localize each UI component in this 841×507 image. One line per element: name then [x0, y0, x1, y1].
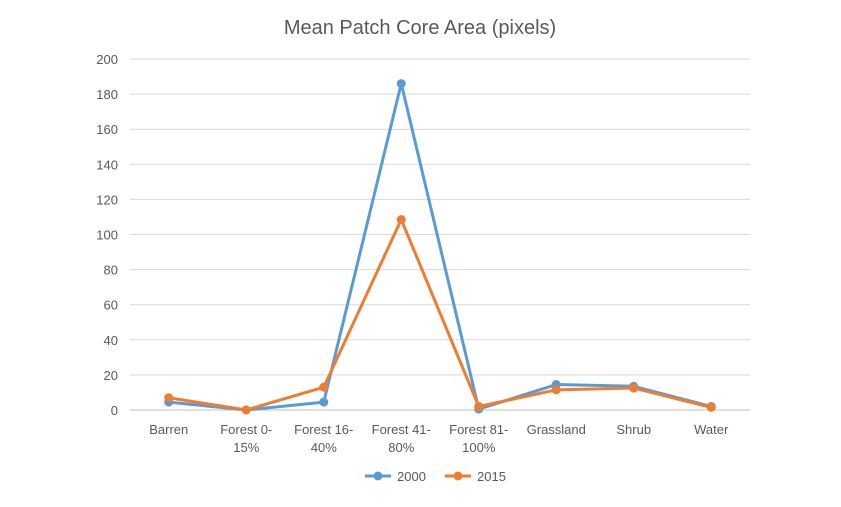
data-point [241, 405, 251, 415]
data-point [396, 79, 406, 89]
legend-item: 2015 [445, 469, 506, 484]
axes: 0 20 40 60 80 100 120 140 160 180 200 Barren Forest … [96, 52, 750, 455]
x-tick-label: Grassland [527, 422, 586, 437]
x-tick-label: Forest 41- 80% [372, 422, 431, 455]
data-point [474, 401, 484, 411]
series-line [167, 218, 713, 412]
x-tick-label: Forest 16- 40% [294, 422, 353, 455]
series-lines [164, 79, 716, 415]
data-point [396, 215, 406, 225]
legend-item: 2000 [365, 469, 426, 484]
y-tick-label: 60 [104, 298, 118, 313]
x-tick-label-line: Grassland [527, 422, 586, 437]
data-point [319, 397, 329, 407]
y-tick-label: 140 [96, 157, 118, 172]
y-tick-label: 100 [96, 228, 118, 243]
x-tick-label-line: Shrub [616, 422, 651, 437]
x-tick-label-line: Forest 16- [294, 422, 353, 437]
legend-marker [373, 471, 383, 481]
x-tick-label: Forest 81- 100% [449, 422, 508, 455]
series-2015 [164, 215, 716, 415]
x-tick-label-line: Forest 0- [220, 422, 272, 437]
y-tick-label: 200 [96, 52, 118, 67]
x-tick-label-line: Water [694, 422, 729, 437]
x-tick-label-line: 80% [388, 440, 414, 455]
y-tick-label: 180 [96, 87, 118, 102]
y-tick-label: 160 [96, 122, 118, 137]
y-tick-label: 20 [104, 368, 118, 383]
x-tick-label-line: 100% [462, 440, 496, 455]
y-tick-label: 80 [104, 263, 118, 278]
data-point [551, 385, 561, 395]
x-tick-label-line: Forest 41- [372, 422, 431, 437]
y-tick-label: 0 [111, 403, 118, 418]
data-point [319, 382, 329, 392]
legend-label: 2015 [477, 469, 506, 484]
x-tick-label-line: 15% [233, 440, 259, 455]
data-point [164, 393, 174, 403]
chart-title: Mean Patch Core Area (pixels) [284, 17, 556, 39]
x-tick-label-line: Barren [149, 422, 188, 437]
legend-marker [453, 471, 463, 481]
legend: 2000 2015 [365, 469, 506, 484]
y-tick-label: 40 [104, 333, 118, 348]
data-point [629, 383, 639, 393]
gridlines [130, 58, 750, 376]
x-tick-label: Barren [149, 422, 188, 437]
x-tick-label: Water [694, 422, 729, 437]
legend-label: 2000 [397, 469, 426, 484]
y-tick-label: 120 [96, 192, 118, 207]
data-point [706, 402, 716, 412]
x-tick-label-line: 40% [311, 440, 337, 455]
x-tick-label: Forest 0- 15% [220, 422, 272, 455]
series-line [167, 82, 713, 412]
x-tick-label: Shrub [616, 422, 651, 437]
x-tick-label-line: Forest 81- [449, 422, 508, 437]
